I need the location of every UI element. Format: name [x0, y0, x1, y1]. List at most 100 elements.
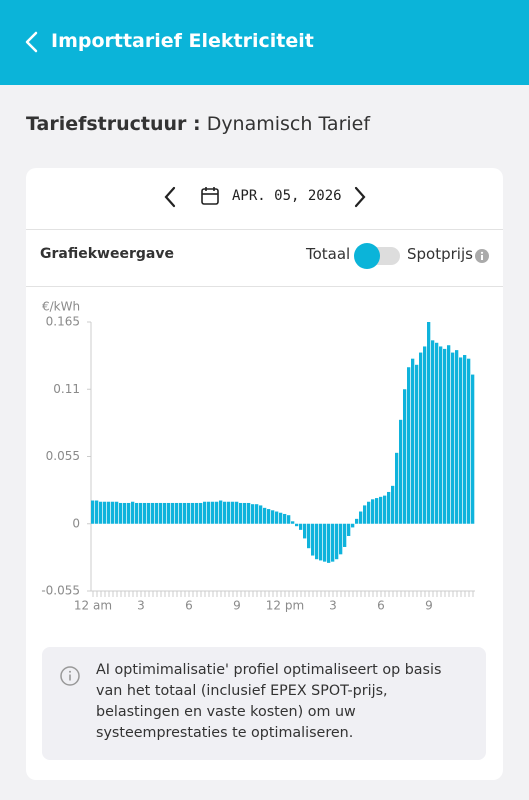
bar: [107, 501, 111, 524]
y-tick-label: -0.055: [41, 584, 80, 598]
bar: [443, 348, 447, 524]
bar: [435, 342, 439, 524]
bar: [207, 501, 211, 524]
x-tick-label: 6: [377, 599, 385, 613]
x-tick-label: 3: [137, 599, 145, 613]
bar: [139, 502, 143, 524]
bar: [399, 419, 403, 524]
bar: [275, 511, 279, 524]
divider: [26, 286, 503, 287]
bar: [447, 345, 451, 524]
bar: [335, 523, 339, 560]
bar: [463, 355, 467, 524]
bar: [423, 346, 427, 524]
bar: [187, 502, 191, 524]
x-tick-label: 6: [185, 599, 193, 613]
bar: [415, 364, 419, 524]
bar: [219, 500, 223, 524]
bar: [191, 502, 195, 524]
bar: [267, 509, 271, 524]
bar: [331, 523, 335, 562]
bar: [247, 502, 251, 524]
bar: [227, 501, 231, 524]
bar: [347, 523, 351, 536]
view-label: Grafiekweergave: [40, 246, 174, 262]
bar: [339, 523, 343, 555]
bar: [171, 502, 175, 524]
bar: [379, 496, 383, 524]
info-text: AI optimimalisatie' profiel optimaliseer…: [96, 662, 442, 741]
bar: [363, 505, 367, 524]
bar: [195, 502, 199, 524]
bar: [291, 521, 295, 524]
next-day[interactable]: [350, 185, 370, 209]
bar: [315, 523, 319, 560]
bar: [303, 523, 307, 539]
bar: [167, 502, 171, 524]
bar: [263, 507, 267, 524]
bar: [431, 340, 435, 524]
info-icon[interactable]: [474, 248, 490, 264]
y-tick-label: 0.11: [53, 382, 80, 396]
bar: [115, 501, 119, 524]
x-tick-label: 3: [329, 599, 337, 613]
bar: [95, 500, 99, 524]
x-tick-label: 9: [425, 599, 433, 613]
bar: [439, 346, 443, 524]
bar: [323, 523, 327, 562]
bar: [459, 357, 463, 524]
bar: [123, 502, 127, 524]
bar: [307, 523, 311, 549]
calendar-icon[interactable]: [199, 185, 221, 207]
bar: [311, 523, 315, 556]
chart: €/kWh -0.055 0 0.055 0.11 0.165 12 am 3 6 9 12 pm…: [41, 300, 475, 613]
bar: [287, 515, 291, 524]
bar: [99, 501, 103, 524]
bar: [455, 350, 459, 524]
bar: [199, 502, 203, 524]
bar: [367, 501, 371, 524]
bar: [239, 502, 243, 524]
bar: [251, 504, 255, 524]
bar: [143, 502, 147, 524]
info-box-icon: [60, 666, 80, 686]
bar: [407, 367, 411, 524]
prev-day[interactable]: [160, 185, 180, 209]
bar: [163, 502, 167, 524]
bar: [131, 501, 135, 524]
tariff-value: Dynamisch Tarief: [206, 113, 371, 135]
bar: [375, 498, 379, 524]
bar: [467, 358, 471, 524]
bar: [355, 518, 359, 524]
y-tick-label: 0.055: [46, 449, 80, 463]
toggle-right: Spotprijs: [407, 245, 473, 263]
bar: [471, 374, 475, 524]
bar: [319, 523, 323, 561]
bar: [359, 511, 363, 524]
bar: [259, 505, 263, 524]
bar: [235, 501, 239, 524]
bar: [147, 502, 151, 524]
header-title: Importtarief Elektriciteit: [51, 30, 314, 52]
bar: [351, 523, 355, 528]
back-button[interactable]: [22, 30, 42, 54]
x-tick-label: 12 am: [74, 599, 112, 613]
bar: [395, 452, 399, 524]
bar: [111, 501, 115, 524]
bar: [295, 523, 299, 527]
bar: [343, 523, 347, 547]
bar: [279, 512, 283, 524]
y-tick-label: 0.165: [46, 315, 80, 329]
bar: [419, 352, 423, 524]
bar: [411, 358, 415, 524]
bar: [135, 502, 139, 524]
info-box: AI optimimalisatie' profiel optimaliseer…: [42, 647, 486, 760]
bar: [427, 322, 431, 524]
date: APR. 05, 2026: [232, 188, 342, 204]
bar: [215, 501, 219, 524]
bar: [183, 502, 187, 524]
bar: [383, 495, 387, 524]
bar: [391, 485, 395, 524]
toggle-knob[interactable]: [354, 243, 380, 269]
